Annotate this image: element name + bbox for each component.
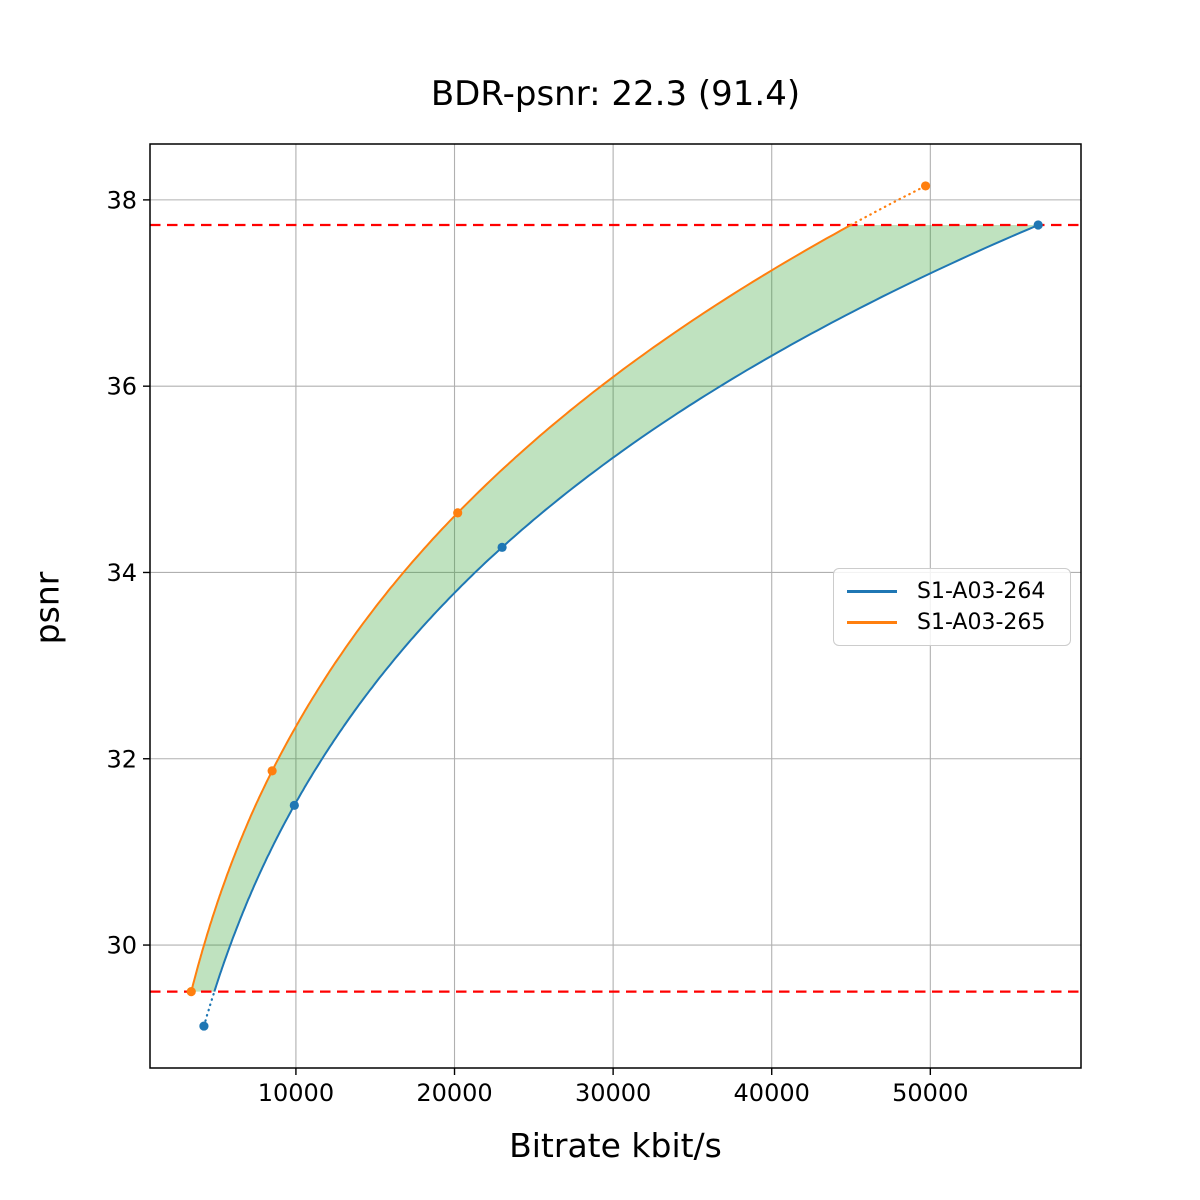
tick-labels: 10000 20000 30000 40000 50000 30 32 34 36 38 — [106, 186, 968, 1107]
legend-line-swatch-orange — [847, 621, 897, 624]
data-point — [453, 508, 463, 518]
data-point — [497, 542, 507, 552]
data-point — [199, 1021, 209, 1031]
legend: S1-A03-264 S1-A03-265 — [833, 568, 1071, 646]
series-S1-A03-264 — [199, 220, 1043, 1031]
gridlines — [150, 144, 1081, 1068]
y-tick-label: 34 — [106, 559, 137, 587]
series-S1-A03-265 — [186, 181, 931, 997]
y-tick-label: 32 — [106, 745, 137, 773]
legend-label: S1-A03-265 — [917, 610, 1046, 635]
data-point — [267, 766, 277, 776]
tick-marks — [143, 199, 932, 1075]
x-tick-label: 30000 — [575, 1079, 651, 1107]
legend-entry: S1-A03-265 — [834, 607, 1070, 638]
x-axis-label: Bitrate kbit/s — [509, 1126, 722, 1165]
chart-title: BDR-psnr: 22.3 (91.4) — [430, 74, 801, 114]
x-tick-label: 50000 — [892, 1079, 968, 1107]
x-tick-label: 20000 — [416, 1079, 492, 1107]
legend-entry: S1-A03-264 — [834, 576, 1070, 607]
bd-shaded-region — [191, 225, 1039, 992]
data-point — [1033, 220, 1043, 230]
data-point — [289, 800, 299, 810]
x-tick-label: 10000 — [258, 1079, 334, 1107]
legend-line-swatch-blue — [847, 590, 897, 593]
y-tick-label: 38 — [106, 186, 137, 214]
axes-border — [149, 143, 1082, 1069]
data-point — [186, 987, 196, 997]
y-tick-label: 30 — [106, 932, 137, 960]
psnr-bound-lines — [150, 223, 1081, 993]
y-tick-label: 36 — [106, 373, 137, 401]
data-point — [920, 181, 931, 191]
y-axis-label: psnr — [27, 571, 67, 645]
legend-label: S1-A03-264 — [917, 579, 1046, 604]
x-tick-label: 40000 — [734, 1079, 810, 1107]
